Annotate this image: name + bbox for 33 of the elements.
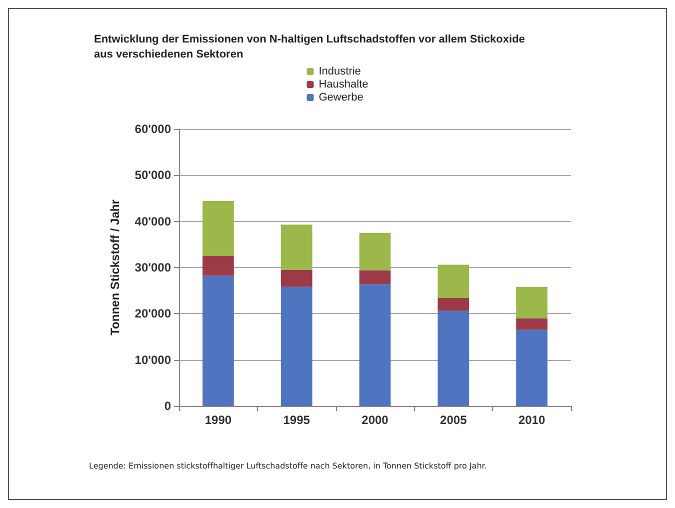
y-tick-label: 60'000: [134, 122, 172, 136]
x-tick-label: 2005: [440, 413, 468, 427]
bar: [202, 201, 234, 256]
x-tick-label: 1990: [204, 413, 232, 427]
bar: [359, 270, 391, 284]
bar: [280, 286, 312, 406]
bar: [202, 256, 234, 276]
bar: [438, 264, 470, 298]
legend-label: Haushalte: [318, 78, 368, 90]
bar: [516, 318, 548, 330]
y-tick-label: 40'000: [134, 214, 172, 228]
bar: [280, 224, 312, 270]
y-tick-label: 20'000: [134, 306, 172, 321]
bar: [280, 270, 312, 287]
y-tick-label: 30'000: [134, 260, 172, 274]
y-tick-label: 50'000: [134, 168, 172, 182]
text: Legende: Emissionen stickstoffhaltiger Luftschadstoffe nach Sektoren, in Tonnen Stickstoff pro Jahr.: [89, 462, 487, 470]
bar: [359, 232, 391, 270]
x-tick-label: 2010: [518, 413, 546, 427]
bar: [516, 330, 548, 406]
legend-label: Industrie: [318, 66, 361, 78]
bar: [359, 284, 391, 406]
y-tick-label: 0: [164, 399, 172, 413]
x-tick-label: 1995: [283, 413, 310, 427]
bar: [516, 286, 548, 318]
y-axis-title: Tonnen Stickstoff / Jahr: [108, 199, 122, 336]
bar: [202, 276, 234, 406]
bar: [438, 298, 470, 311]
legend-label: Gewerbe: [318, 92, 364, 104]
bar: [438, 310, 470, 406]
y-tick-label: 10'000: [134, 352, 172, 367]
x-tick-label: 2000: [362, 413, 389, 427]
chart-title: Entwicklung der Emissionen von N-haltigen Luftschadstoffen vor allem Stickoxide aus verschiedenen Sektoren: [94, 34, 525, 60]
